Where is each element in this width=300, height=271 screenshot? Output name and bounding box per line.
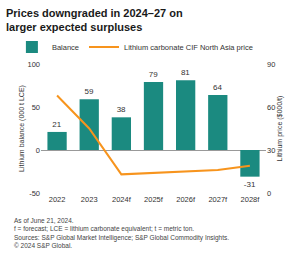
svg-text:60: 60 bbox=[267, 103, 275, 112]
svg-text:30: 30 bbox=[267, 146, 275, 155]
svg-text:64: 64 bbox=[213, 83, 222, 92]
svg-text:Lithium balance (000 t LCE): Lithium balance (000 t LCE) bbox=[18, 85, 26, 172]
svg-text:79: 79 bbox=[149, 70, 158, 79]
svg-text:2024f: 2024f bbox=[112, 195, 132, 204]
svg-text:Lithium carbonate CIF North As: Lithium carbonate CIF North Asia price bbox=[124, 43, 253, 52]
svg-text:90: 90 bbox=[267, 60, 275, 69]
svg-text:Prices downgraded in 2024–27 o: Prices downgraded in 2024–27 onlarger ex… bbox=[6, 7, 183, 33]
svg-text:50: 50 bbox=[32, 103, 40, 112]
svg-text:38: 38 bbox=[117, 105, 126, 114]
svg-text:2027f: 2027f bbox=[208, 195, 228, 204]
svg-text:59: 59 bbox=[84, 87, 93, 96]
svg-text:0: 0 bbox=[267, 189, 271, 198]
svg-text:2025f: 2025f bbox=[144, 195, 164, 204]
svg-text:2022: 2022 bbox=[49, 195, 66, 204]
svg-text:Balance: Balance bbox=[52, 43, 79, 52]
svg-text:2023: 2023 bbox=[81, 195, 98, 204]
svg-text:2028f: 2028f bbox=[241, 195, 261, 204]
svg-text:0: 0 bbox=[36, 146, 40, 155]
svg-text:-50: -50 bbox=[29, 189, 40, 198]
svg-text:Lithium price ($000/t): Lithium price ($000/t) bbox=[276, 96, 284, 162]
svg-text:As of June 21, 2024.f = foreca: As of June 21, 2024.f = forecast; LCE = … bbox=[14, 217, 229, 249]
svg-text:2026f: 2026f bbox=[176, 195, 196, 204]
svg-text:-31: -31 bbox=[244, 180, 256, 189]
svg-text:21: 21 bbox=[52, 120, 61, 129]
svg-text:81: 81 bbox=[181, 68, 190, 77]
svg-text:100: 100 bbox=[27, 59, 40, 69]
